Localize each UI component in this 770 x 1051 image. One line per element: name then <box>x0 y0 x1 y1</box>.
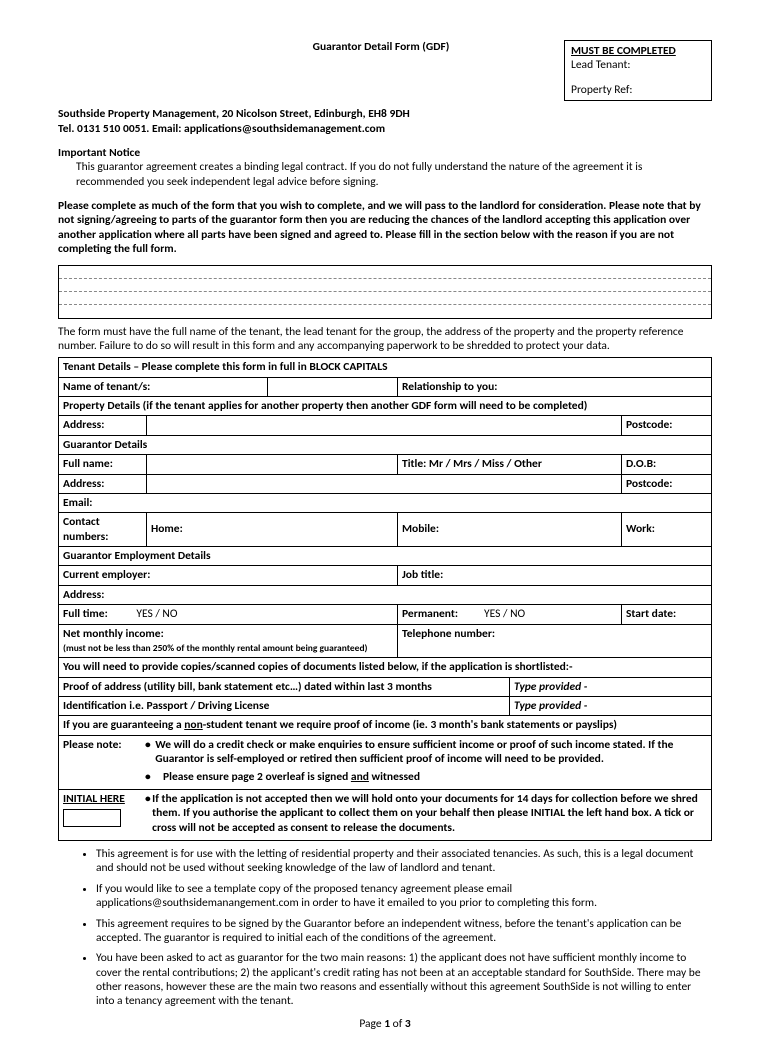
fulltime-yesno[interactable]: YES / NO <box>136 607 177 621</box>
notice-text: This guarantor agreement creates a bindi… <box>58 160 712 189</box>
telephone-label: Telephone number: <box>398 624 712 658</box>
relationship-label: Relationship to you: <box>398 377 712 396</box>
title-label: Title: Mr / Mrs / Miss / Other <box>398 455 622 474</box>
mobile-label: Mobile: <box>398 513 622 547</box>
name-of-tenants-label: Name of tenant/s: <box>59 377 268 396</box>
must-complete-title: MUST BE COMPLETED <box>571 44 705 58</box>
footer-bullet-1: This agreement is for use with the letti… <box>96 847 712 876</box>
net-income-cell: Net monthly income: (must not be less th… <box>59 624 398 658</box>
postcode-label-2: Postcode: <box>622 474 712 493</box>
title-block: Guarantor Detail Form (GDF) <box>58 40 564 54</box>
permanent-yesno[interactable]: YES / NO <box>484 607 525 621</box>
must-complete-box: MUST BE COMPLETED Lead Tenant: Property … <box>564 40 712 101</box>
footer-bullets: This agreement is for use with the letti… <box>58 847 712 1009</box>
property-address-field[interactable] <box>147 416 622 435</box>
email-label: Email: <box>59 493 712 512</box>
guarantor-address-field[interactable] <box>147 474 622 493</box>
tenant-details-header: Tenant Details – Please complete this fo… <box>59 358 712 377</box>
postcode-label-1: Postcode: <box>622 416 712 435</box>
work-label: Work: <box>622 513 712 547</box>
header-row: Guarantor Detail Form (GDF) MUST BE COMP… <box>58 40 712 101</box>
type-provided-2: Type provided - <box>509 697 711 716</box>
docs-header: You will need to provide copies/scanned … <box>59 658 712 677</box>
fullname-field[interactable] <box>147 455 398 474</box>
identification-label: Identification i.e. Passport / Driving L… <box>59 697 510 716</box>
property-ref-label: Property Ref: <box>571 83 705 97</box>
initial-here-label: INITIAL HERE <box>63 792 145 806</box>
address-label-2: Address: <box>59 474 147 493</box>
form-table: Tenant Details – Please complete this fo… <box>58 357 712 841</box>
contact-numbers-label: Contact numbers: <box>59 513 147 547</box>
permanent-cell: Permanent: YES / NO <box>398 605 622 624</box>
net-income-note: (must not be less than 250% of the month… <box>63 642 368 654</box>
initial-box[interactable] <box>63 809 121 827</box>
please-note-cell: Please note: •We will do a credit check … <box>59 735 712 789</box>
fullname-label: Full name: <box>59 455 147 474</box>
important-notice-heading: Important Notice <box>58 146 712 160</box>
initial-bullet: If the application is not accepted then … <box>152 792 707 835</box>
home-label: Home: <box>147 513 398 547</box>
please-note-label: Please note: <box>63 738 145 787</box>
please-complete-text: Please complete as much of the form that… <box>58 199 712 257</box>
guarantor-details-header: Guarantor Details <box>59 435 712 454</box>
fulltime-cell: Full time: YES / NO <box>59 605 398 624</box>
form-title: Guarantor Detail Form (GDF) <box>198 40 564 54</box>
net-income-label: Net monthly income: <box>63 627 164 641</box>
property-details-header: Property Details (if the tenant applies … <box>59 397 712 416</box>
current-employer-label: Current employer: <box>59 566 398 585</box>
company-contact: Tel. 0131 510 0051. Email: applications@… <box>58 122 712 136</box>
initial-here-cell: INITIAL HERE •If the application is not … <box>59 789 712 840</box>
job-title-label: Job title: <box>398 566 712 585</box>
proof-address-label: Proof of address (utility bill, bank sta… <box>59 677 510 696</box>
pn-bullet-2: Please ensure page 2 overleaf is signed … <box>163 770 420 784</box>
address-label-1: Address: <box>59 416 147 435</box>
employment-header: Guarantor Employment Details <box>59 547 712 566</box>
footer-bullet-3: This agreement requires to be signed by … <box>96 917 712 946</box>
start-date-label: Start date: <box>622 605 712 624</box>
name-of-tenants-field[interactable] <box>267 377 397 396</box>
form-note: The form must have the full name of the … <box>58 325 712 354</box>
permanent-label: Permanent: <box>402 607 458 621</box>
type-provided-1: Type provided - <box>509 677 711 696</box>
footer-bullet-4: You have been asked to act as guarantor … <box>96 951 712 1009</box>
reason-box[interactable] <box>58 265 712 319</box>
pn-bullet-1: We will do a credit check or make enquir… <box>155 738 707 767</box>
address-label-3: Address: <box>59 585 712 604</box>
footer-bullet-2: If you would like to see a template copy… <box>96 882 712 911</box>
lead-tenant-label: Lead Tenant: <box>571 58 705 72</box>
dob-label: D.O.B: <box>622 455 712 474</box>
fulltime-label: Full time: <box>63 607 108 621</box>
company-address: Southside Property Management, 20 Nicols… <box>58 107 712 121</box>
non-student-note: If you are guaranteeing a non-student te… <box>59 716 712 735</box>
